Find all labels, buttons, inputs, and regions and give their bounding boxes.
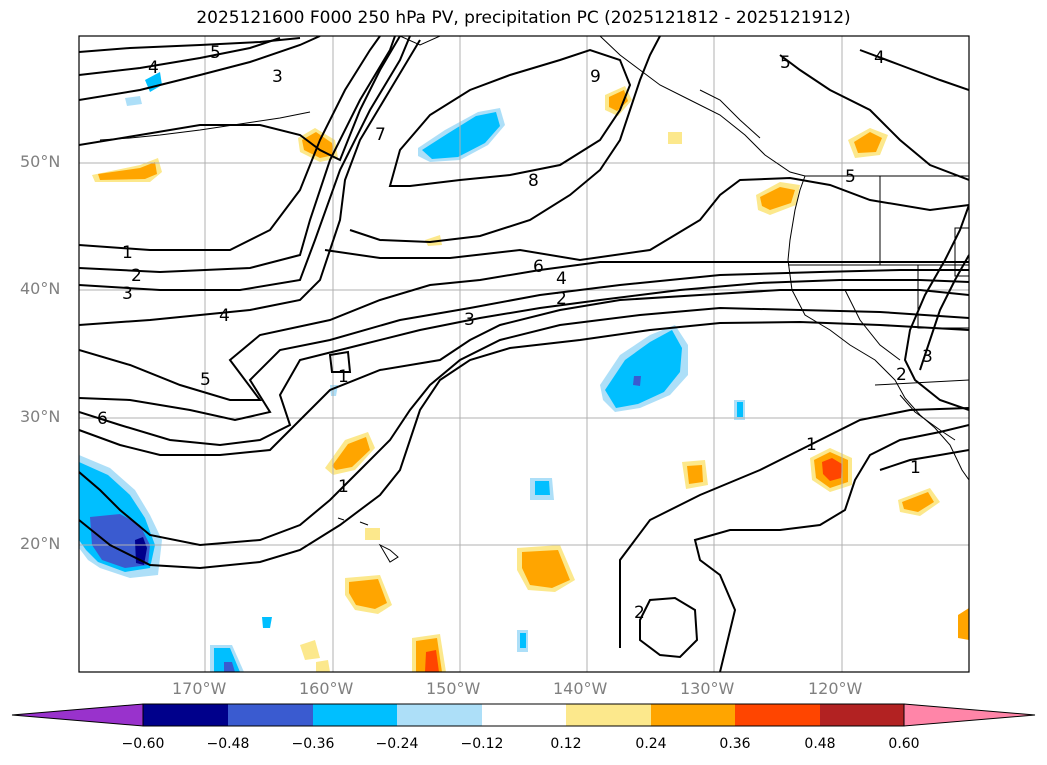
colorbar-extend-low (11, 703, 144, 727)
contour-label: 3 (272, 67, 283, 87)
colorbar (11, 703, 1036, 727)
colorbar-tick-label: −0.48 (206, 736, 250, 752)
pv-contours (79, 36, 969, 672)
contour-label: 5 (210, 43, 221, 63)
contour-labels: 5 4 3 7 9 8 1 2 3 4 5 6 1 1 3 2 4 6 5 4 … (97, 43, 933, 623)
colorbar-segment (820, 704, 904, 726)
contour-label: 9 (590, 67, 601, 87)
contour-label: 6 (533, 257, 544, 277)
colorbar-segment (735, 704, 820, 726)
lat-label: 40°N (20, 279, 61, 298)
contour-label: 2 (634, 603, 645, 623)
lon-label: 140°W (553, 679, 608, 698)
precip-field (79, 72, 969, 672)
colorbar-tick-label: −0.36 (291, 736, 335, 752)
contour-label: 5 (845, 167, 856, 187)
contour-label: 1 (806, 435, 817, 455)
contour-label: 4 (219, 306, 230, 326)
lon-label: 120°W (808, 679, 863, 698)
contour-label: 1 (338, 367, 349, 387)
contour-label: 2 (131, 266, 142, 286)
lon-label: 150°W (426, 679, 481, 698)
contour-label: 5 (780, 53, 791, 73)
contour-label: 2 (896, 365, 907, 385)
contour-label: 7 (375, 125, 386, 145)
plot-frame (78, 35, 970, 673)
contour-label: 4 (556, 269, 567, 289)
contour-label: 1 (338, 477, 349, 497)
colorbar-tick-label: −0.60 (121, 736, 165, 752)
colorbar-tick-label: 0.48 (804, 736, 836, 752)
colorbar-tick-label: 0.24 (635, 736, 667, 752)
contour-label: 1 (122, 243, 133, 263)
contour-label: 3 (464, 310, 475, 330)
colorbar-segment (313, 704, 397, 726)
colorbar-segment (566, 704, 651, 726)
contour-label: 8 (528, 171, 539, 191)
colorbar-segment (228, 704, 313, 726)
colorbar-extend-high (903, 703, 1036, 727)
chart-title: 2025121600 F000 250 hPa PV, precipitatio… (196, 8, 851, 28)
colorbar-segment (651, 704, 735, 726)
lat-label: 30°N (20, 407, 61, 426)
colorbar-tick-label: −0.12 (460, 736, 504, 752)
contour-label: 4 (148, 58, 159, 78)
contour-label: 4 (874, 48, 885, 68)
coastlines (99, 36, 969, 563)
lon-label: 170°W (172, 679, 227, 698)
lat-label: 50°N (20, 152, 61, 171)
colorbar-segment (143, 704, 228, 726)
colorbar-tick-label: −0.24 (375, 736, 419, 752)
contour-label: 1 (910, 458, 921, 478)
contour-label: 5 (200, 370, 211, 390)
contour-label: 3 (122, 284, 133, 304)
contour-label: 6 (97, 409, 108, 429)
colorbar-tick-label: 0.12 (550, 736, 582, 752)
lon-label: 130°W (680, 679, 735, 698)
colorbar-segment (397, 704, 482, 726)
contour-label: 3 (922, 347, 933, 367)
colorbar-segment (482, 704, 566, 726)
colorbar-tick-label: 0.36 (719, 736, 751, 752)
contour-label: 2 (556, 289, 567, 309)
colorbar-tick-label: 0.60 (888, 736, 920, 752)
lat-label: 20°N (20, 534, 61, 553)
lon-label: 160°W (299, 679, 354, 698)
